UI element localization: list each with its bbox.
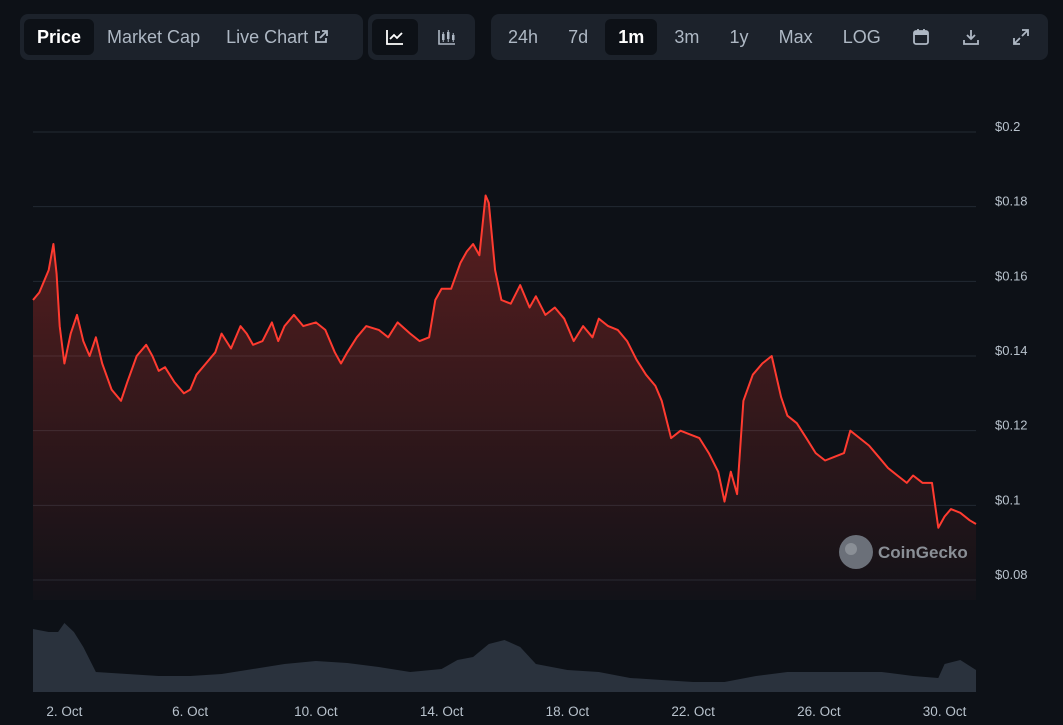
coingecko-logo-eye (845, 543, 857, 555)
y-tick-label: $0.1 (995, 492, 1020, 507)
x-tick-label: 14. Oct (420, 704, 464, 719)
x-tick-label: 26. Oct (797, 704, 841, 719)
price-line (32, 194, 977, 529)
range-24h[interactable]: 24h (508, 26, 539, 47)
calendar-icon (912, 29, 929, 45)
range-1m[interactable]: 1m (605, 19, 658, 55)
x-tick-label: 2. Oct (46, 704, 82, 719)
watermark: CoinGecko (839, 535, 968, 569)
range-1y[interactable]: 1y (729, 26, 749, 47)
range-7d[interactable]: 7d (568, 26, 589, 47)
y-tick-label: $0.08 (995, 567, 1028, 582)
tab-price[interactable]: Price (24, 19, 95, 55)
chart-type-group (368, 14, 475, 60)
range-max[interactable]: Max (778, 26, 813, 47)
y-tick-label: $0.2 (995, 119, 1020, 134)
price-area (33, 195, 976, 600)
line-chart-icon (386, 30, 404, 45)
x-tick-label: 6. Oct (172, 704, 208, 719)
y-axis-labels: $0.08 $0.1 $0.12 $0.14 $0.16 $0.18 $0.2 (995, 119, 1028, 582)
calendar-button[interactable] (898, 19, 944, 55)
download-icon (963, 30, 979, 45)
tab-live-chart[interactable]: Live Chart (213, 19, 342, 55)
x-tick-label: 18. Oct (546, 704, 590, 719)
watermark-text: CoinGecko (878, 543, 968, 562)
tab-live-chart-label: Live Chart (226, 26, 309, 47)
log-scale-toggle[interactable]: LOG (842, 26, 881, 47)
candlestick-chart-icon (437, 30, 455, 45)
expand-icon (1013, 29, 1029, 45)
y-tick-label: $0.14 (995, 343, 1028, 358)
x-tick-label: 10. Oct (294, 704, 338, 719)
y-tick-label: $0.18 (995, 194, 1028, 209)
y-tick-label: $0.16 (995, 268, 1028, 283)
external-link-icon (315, 30, 329, 43)
fullscreen-button[interactable] (998, 19, 1044, 55)
tab-market-cap[interactable]: Market Cap (107, 26, 201, 47)
view-tab-group: Price Market Cap Live Chart (20, 14, 363, 60)
x-tick-label: 30. Oct (923, 704, 967, 719)
candlestick-chart-button[interactable] (422, 19, 471, 55)
volume-area (33, 623, 976, 692)
line-chart-button[interactable] (372, 19, 419, 55)
y-tick-label: $0.12 (995, 418, 1028, 433)
range-3m[interactable]: 3m (674, 26, 700, 47)
range-toolbar: 24h 7d 1m 3m 1y Max LOG (491, 14, 1048, 60)
x-tick-label: 22. Oct (671, 704, 715, 719)
download-button[interactable] (948, 19, 994, 55)
x-axis-labels: 2. Oct 6. Oct 10. Oct 14. Oct 18. Oct 22. Oct… (46, 704, 966, 719)
